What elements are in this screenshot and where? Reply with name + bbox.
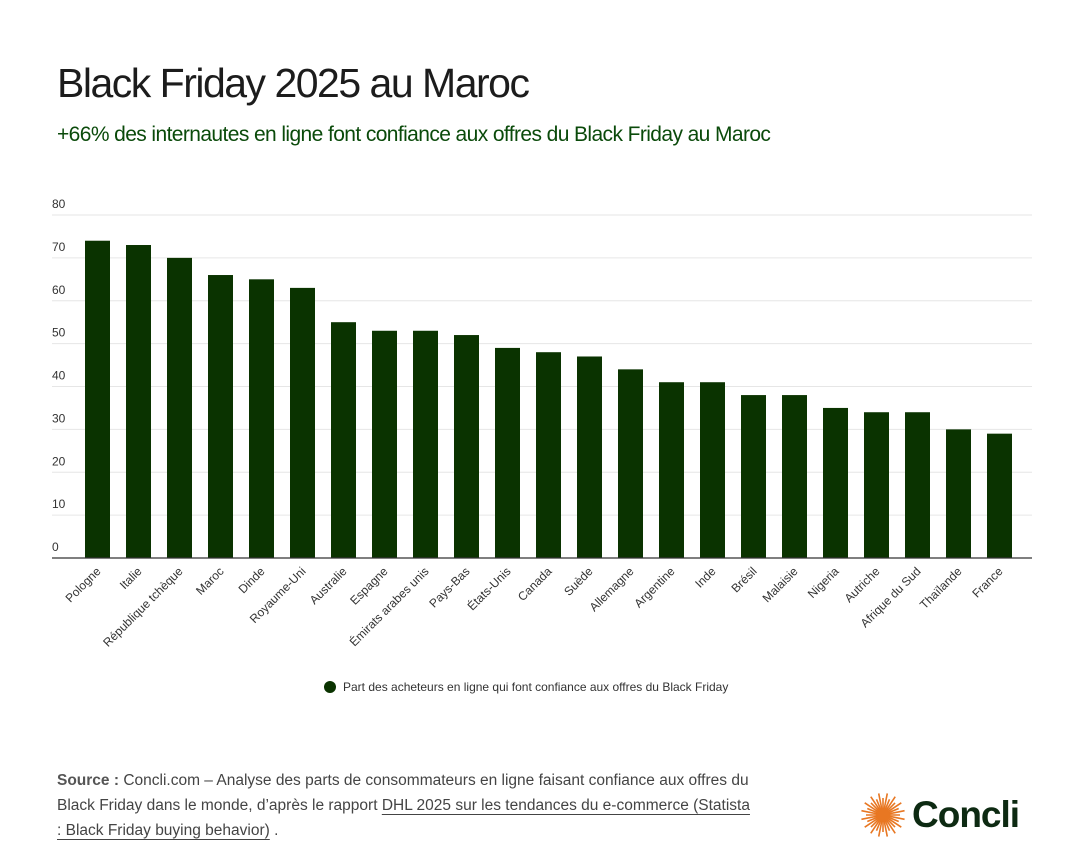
- bar: [741, 395, 766, 558]
- chart-title: Black Friday 2025 au Maroc: [57, 60, 530, 106]
- x-tick-label: Inde: [692, 564, 719, 591]
- y-tick-label: 70: [52, 240, 66, 254]
- concli-logo: Concli: [860, 792, 1020, 838]
- bar: [208, 275, 233, 558]
- bar: [290, 287, 315, 558]
- x-tick-label: Thaïlande: [917, 564, 965, 612]
- x-tick-label: Australie: [307, 564, 350, 607]
- bar: [454, 335, 479, 558]
- y-tick-label: 10: [52, 497, 66, 511]
- y-tick-label: 30: [52, 411, 66, 425]
- bar: [372, 330, 397, 558]
- bar: [249, 279, 274, 558]
- x-tick-label: Canada: [515, 564, 555, 604]
- source-text: Concli.com – Analyse des parts de consom…: [57, 772, 749, 814]
- bar: [126, 245, 151, 558]
- x-tick-label: Émirats arabes unis: [346, 564, 432, 650]
- bar: [167, 257, 192, 558]
- x-tick-label: États-Unis: [464, 564, 514, 614]
- y-tick-label: 20: [52, 454, 66, 468]
- bar: [905, 412, 930, 558]
- bar: [823, 407, 848, 558]
- bar: [659, 382, 684, 558]
- x-tick-label: Allemagne: [587, 564, 637, 614]
- bar: [618, 369, 643, 558]
- bar: [495, 347, 520, 558]
- source-end: .: [269, 822, 279, 839]
- bar: [331, 322, 356, 558]
- x-tick-label: Suède: [561, 564, 596, 599]
- bar: [946, 429, 971, 558]
- bar: [413, 330, 438, 558]
- bar: [782, 395, 807, 558]
- y-tick-label: 0: [52, 540, 59, 554]
- chart-subtitle: +66% des internautes en ligne font confi…: [57, 123, 771, 146]
- bar: [864, 412, 889, 558]
- bar-chart: 0 10 20 30 40 50 60 70 80 Pologne ItalieRépublique…: [52, 197, 1032, 694]
- x-tick-label: Pologne: [63, 564, 104, 605]
- x-tick-label: Maroc: [193, 564, 226, 597]
- x-tick-label: France: [969, 564, 1006, 601]
- bar: [536, 352, 561, 558]
- bar: [85, 240, 110, 558]
- y-tick-label: 50: [52, 326, 66, 340]
- bar: [987, 433, 1012, 558]
- x-tick-label: République tchèque: [100, 564, 186, 650]
- y-tick-label: 40: [52, 369, 66, 383]
- x-tick-label: Dinde: [236, 564, 268, 596]
- x-tick-label: Nigeria: [805, 564, 842, 601]
- sun-icon: [861, 793, 905, 837]
- y-tick-label: 60: [52, 283, 66, 297]
- x-tick-label: Italie: [117, 564, 145, 592]
- x-tick-label: Argentine: [631, 564, 677, 610]
- x-tick-label: Autriche: [842, 564, 883, 605]
- x-tick-label: Brésil: [728, 564, 759, 595]
- source-note: Source : Concli.com – Analyse des parts …: [57, 768, 757, 843]
- y-tick-label: 80: [52, 197, 66, 211]
- legend-label: Part des acheteurs en ligne qui font con…: [343, 680, 728, 694]
- source-label: Source :: [57, 772, 120, 789]
- bar: [577, 356, 602, 558]
- bar: [700, 382, 725, 558]
- source-link[interactable]: DHL 2025 sur les tendances du e-commerce…: [57, 797, 750, 839]
- x-tick-label: Malaisie: [760, 564, 801, 605]
- logo-text: Concli: [912, 794, 1020, 835]
- legend-marker: [324, 681, 336, 693]
